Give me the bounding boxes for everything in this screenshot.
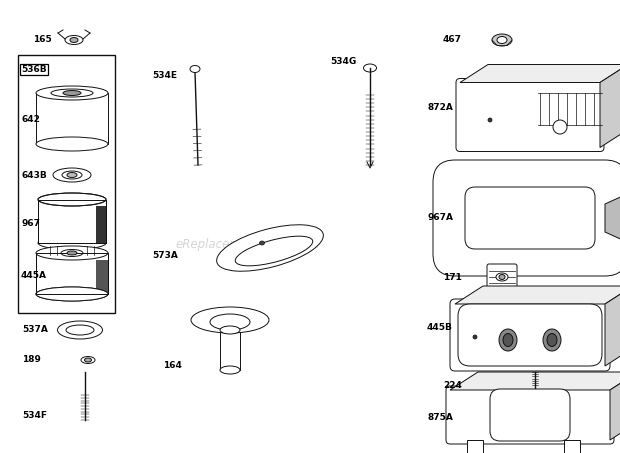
- Ellipse shape: [66, 325, 94, 335]
- Ellipse shape: [497, 376, 507, 385]
- Polygon shape: [450, 372, 620, 390]
- Ellipse shape: [547, 333, 557, 347]
- FancyBboxPatch shape: [433, 160, 620, 276]
- Ellipse shape: [220, 366, 240, 374]
- Ellipse shape: [36, 246, 108, 260]
- Ellipse shape: [191, 307, 269, 333]
- Polygon shape: [605, 286, 620, 366]
- Bar: [36, 93, 108, 144]
- Polygon shape: [96, 206, 106, 243]
- Ellipse shape: [210, 314, 250, 330]
- Ellipse shape: [36, 287, 108, 301]
- Ellipse shape: [499, 275, 505, 280]
- Ellipse shape: [58, 321, 102, 339]
- Ellipse shape: [488, 118, 492, 122]
- Ellipse shape: [497, 37, 507, 43]
- Ellipse shape: [260, 241, 265, 245]
- Ellipse shape: [36, 86, 108, 100]
- Bar: [220, 330, 240, 370]
- Text: 189: 189: [22, 356, 41, 365]
- Ellipse shape: [67, 251, 77, 255]
- Polygon shape: [600, 64, 620, 148]
- Polygon shape: [96, 260, 108, 294]
- FancyBboxPatch shape: [490, 389, 570, 441]
- Polygon shape: [610, 372, 620, 440]
- Text: 967A: 967A: [427, 213, 453, 222]
- Ellipse shape: [51, 89, 93, 97]
- Text: 165: 165: [33, 34, 52, 43]
- Text: 164: 164: [163, 361, 182, 370]
- Ellipse shape: [473, 335, 477, 339]
- Text: 224: 224: [443, 381, 462, 390]
- Ellipse shape: [363, 64, 376, 72]
- Ellipse shape: [216, 225, 324, 271]
- Ellipse shape: [84, 358, 92, 362]
- Ellipse shape: [220, 326, 240, 334]
- Ellipse shape: [496, 273, 508, 281]
- Text: 445B: 445B: [427, 323, 453, 333]
- Text: 534G: 534G: [330, 58, 356, 67]
- Polygon shape: [605, 194, 620, 242]
- Bar: [36, 253, 108, 294]
- Ellipse shape: [53, 168, 91, 182]
- Ellipse shape: [190, 66, 200, 72]
- Text: 536B: 536B: [21, 65, 46, 74]
- Bar: [564, 440, 580, 453]
- Ellipse shape: [38, 193, 106, 206]
- Ellipse shape: [36, 137, 108, 151]
- Text: 171: 171: [443, 273, 462, 281]
- Ellipse shape: [553, 120, 567, 134]
- Text: eReplacementParts.com: eReplacementParts.com: [176, 238, 320, 251]
- Polygon shape: [455, 286, 620, 304]
- Bar: [38, 199, 106, 243]
- Ellipse shape: [492, 34, 512, 46]
- Ellipse shape: [36, 287, 108, 301]
- Text: 534F: 534F: [22, 410, 47, 419]
- Polygon shape: [460, 64, 620, 82]
- Text: 445A: 445A: [21, 270, 47, 280]
- Ellipse shape: [65, 35, 83, 44]
- Text: 642: 642: [21, 116, 40, 125]
- Text: 537A: 537A: [22, 326, 48, 334]
- Ellipse shape: [543, 329, 561, 351]
- Text: 467: 467: [443, 35, 462, 44]
- Ellipse shape: [62, 171, 82, 179]
- Ellipse shape: [235, 236, 312, 266]
- Ellipse shape: [61, 250, 83, 256]
- Bar: [18, 55, 115, 313]
- FancyBboxPatch shape: [465, 187, 595, 249]
- Text: 643B: 643B: [21, 170, 46, 179]
- Ellipse shape: [81, 357, 95, 363]
- Ellipse shape: [67, 173, 77, 178]
- FancyBboxPatch shape: [446, 386, 614, 444]
- Text: 875A: 875A: [427, 414, 453, 423]
- FancyBboxPatch shape: [450, 299, 610, 371]
- Text: 967: 967: [21, 218, 40, 227]
- Bar: [36, 253, 108, 294]
- Ellipse shape: [38, 236, 106, 250]
- Text: 534E: 534E: [152, 71, 177, 79]
- FancyBboxPatch shape: [487, 264, 517, 290]
- Text: 573A: 573A: [152, 251, 178, 260]
- Ellipse shape: [63, 91, 81, 96]
- Ellipse shape: [503, 333, 513, 347]
- Ellipse shape: [70, 38, 78, 43]
- Bar: [467, 440, 483, 453]
- FancyBboxPatch shape: [456, 78, 604, 151]
- Bar: [38, 199, 106, 243]
- Ellipse shape: [499, 329, 517, 351]
- FancyBboxPatch shape: [458, 304, 602, 366]
- Text: 872A: 872A: [427, 103, 453, 112]
